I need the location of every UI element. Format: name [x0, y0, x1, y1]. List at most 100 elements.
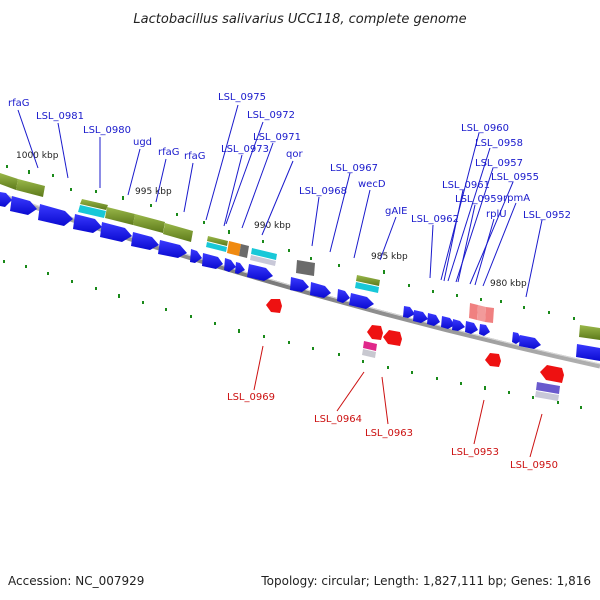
topology-text: Topology: circular; Length: 1,827,111 bp… [260, 574, 591, 588]
purple-feature [536, 382, 560, 394]
cyan-feature [78, 205, 106, 218]
gene-label: LSL_0971 [253, 132, 301, 143]
gene-label: LSL_0964 [314, 414, 362, 425]
reverse-leaders [253, 345, 543, 458]
olive-feature [163, 223, 193, 242]
olive-feature [579, 325, 600, 340]
tick-label: 980 kbp [490, 279, 527, 289]
gene-label: rfaG [158, 147, 180, 158]
gene-label: LSL_0967 [330, 163, 378, 174]
gene-label: LSL_0958 [475, 138, 523, 149]
forward-gene [131, 232, 159, 250]
forward-gene [427, 313, 440, 326]
forward-gene [10, 196, 37, 215]
reverse-gene [540, 365, 564, 383]
gene-label: LSL_0968 [299, 186, 347, 197]
forward-gene [290, 277, 309, 292]
olive-feature [105, 207, 135, 225]
gray-feature [250, 255, 276, 266]
cyan-feature [206, 242, 227, 252]
olive-feature [207, 236, 228, 246]
pink-feature [485, 307, 494, 323]
olive-feature [80, 199, 108, 210]
feature-ring-lower [362, 303, 560, 401]
forward-gene [519, 335, 541, 349]
forward-gene [224, 258, 236, 272]
reverse-genes [266, 299, 564, 383]
gray-feature [362, 349, 376, 358]
forward-gene [235, 262, 245, 274]
gene-label: LSL_0953 [451, 447, 499, 458]
forward-gene [465, 321, 478, 334]
gene-label: rfaG [184, 151, 206, 162]
forward-gene [73, 214, 102, 233]
cyan-feature [355, 282, 379, 293]
gene-label: rplU [486, 209, 507, 220]
reverse-gene [485, 353, 501, 367]
reverse-gene [383, 330, 402, 346]
forward-gene [38, 204, 73, 226]
forward-gene [337, 289, 350, 303]
gray-feature [296, 260, 315, 276]
gene-label: LSL_0981 [36, 111, 84, 122]
forward-gene [0, 192, 12, 207]
pink-feature [477, 305, 486, 322]
gene-label: wecD [358, 179, 386, 190]
scale-ticks [3, 165, 582, 409]
forward-leaders [17, 104, 543, 298]
forward-gene [247, 264, 273, 281]
olive-feature [0, 173, 18, 190]
gene-label: rpmA [503, 193, 530, 204]
gene-label: LSL_0957 [475, 158, 523, 169]
gene-label: gAIE [385, 206, 407, 217]
forward-gene [479, 324, 490, 336]
forward-gene [413, 310, 428, 323]
gene-label: LSL_0950 [510, 460, 558, 471]
reverse-gene [266, 299, 282, 313]
gene-label: LSL_0963 [365, 428, 413, 439]
reverse-labels: LSL_0969 LSL_0964 LSL_0963 LSL_0953 LSL_… [227, 392, 558, 471]
forward-gene [190, 249, 202, 263]
gene-label: LSL_0955 [491, 172, 539, 183]
forward-gene [100, 222, 132, 242]
feature-ring-upper [0, 173, 600, 340]
gene-label: LSL_0960 [461, 123, 509, 134]
tick-label: 995 kbp [135, 187, 172, 197]
scale-labels: 1000 kbp 995 kbp 990 kbp 985 kbp 980 kbp [16, 151, 527, 289]
gene-label: LSL_0961 [442, 180, 490, 191]
cyan-feature [251, 248, 277, 260]
forward-genes [0, 192, 600, 361]
forward-gene [158, 240, 187, 258]
gene-label: LSL_0969 [227, 392, 275, 403]
magenta-feature [363, 341, 377, 351]
gene-label: qor [286, 149, 303, 160]
reverse-gene [367, 325, 383, 340]
forward-gene [349, 293, 374, 309]
gene-label: LSL_0972 [247, 110, 295, 121]
tick-label: 990 kbp [254, 221, 291, 231]
olive-feature [133, 214, 165, 233]
gene-label: LSL_0980 [83, 125, 131, 136]
forward-labels: rfaG LSL_0981 LSL_0980 ugd rfaG rfaG LSL… [8, 92, 571, 225]
gene-label: LSL_0952 [523, 210, 571, 221]
forward-gene [576, 344, 600, 361]
forward-gene [310, 282, 331, 298]
forward-gene [403, 306, 415, 318]
pink-feature [469, 303, 478, 320]
gene-label: LSL_0962 [411, 214, 459, 225]
tick-label: 1000 kbp [16, 151, 59, 161]
tick-label: 985 kbp [371, 252, 408, 262]
forward-gene [452, 319, 465, 331]
gene-label: LSL_0975 [218, 92, 266, 103]
accession-text: Accession: NC_007929 [8, 574, 144, 588]
map-title: Lactobacillus salivarius UCC118, complet… [133, 12, 466, 27]
gray-feature [239, 244, 249, 258]
forward-gene [441, 316, 455, 329]
olive-feature [16, 179, 45, 197]
gene-label: LSL_0973 [221, 144, 269, 155]
orange-feature [227, 241, 241, 256]
gene-label: ugd [133, 137, 152, 148]
gene-label: rfaG [8, 98, 30, 109]
gray-feature [535, 391, 559, 401]
